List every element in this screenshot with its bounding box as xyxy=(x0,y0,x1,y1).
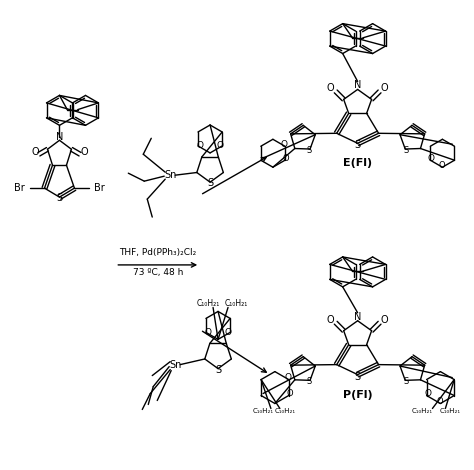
Text: O: O xyxy=(281,140,288,149)
Text: S: S xyxy=(207,178,213,188)
Text: O: O xyxy=(197,141,203,150)
Text: N: N xyxy=(354,312,361,322)
Text: O: O xyxy=(204,328,211,337)
Text: S: S xyxy=(56,193,63,203)
Text: N: N xyxy=(354,80,361,90)
Text: O: O xyxy=(424,389,431,398)
Text: 73 ºC, 48 h: 73 ºC, 48 h xyxy=(133,268,183,277)
Text: O: O xyxy=(286,389,293,398)
Text: O: O xyxy=(381,84,388,94)
Text: THF, Pd(PPh₃)₂Cl₂: THF, Pd(PPh₃)₂Cl₂ xyxy=(119,249,196,258)
Text: O: O xyxy=(284,373,291,382)
Text: C₁₀H₂₁: C₁₀H₂₁ xyxy=(196,299,220,308)
Text: O: O xyxy=(436,397,443,406)
Text: N: N xyxy=(56,132,63,142)
Text: O: O xyxy=(381,315,388,325)
Text: O: O xyxy=(217,141,224,150)
Text: O: O xyxy=(80,147,88,157)
Text: O: O xyxy=(327,315,335,325)
Text: C₁₀H₂₁: C₁₀H₂₁ xyxy=(252,408,273,415)
Text: Br: Br xyxy=(94,183,105,193)
Text: O: O xyxy=(283,154,289,163)
Text: O: O xyxy=(225,328,232,337)
Text: C₁₀H₂₁: C₁₀H₂₁ xyxy=(274,408,295,415)
Text: S: S xyxy=(403,146,409,155)
Text: P(Fl): P(Fl) xyxy=(343,390,373,400)
Text: S: S xyxy=(355,140,361,150)
Text: S: S xyxy=(306,377,312,386)
Text: E(Fl): E(Fl) xyxy=(343,158,372,168)
Text: O: O xyxy=(327,84,335,94)
Text: C₁₀H₂₁: C₁₀H₂₁ xyxy=(440,408,461,415)
Text: O: O xyxy=(31,147,39,157)
Text: C₁₀H₂₁: C₁₀H₂₁ xyxy=(224,299,247,308)
Text: S: S xyxy=(355,372,361,382)
Text: Sn: Sn xyxy=(169,360,182,369)
Text: O: O xyxy=(428,154,435,163)
Text: O: O xyxy=(438,161,445,170)
Text: S: S xyxy=(215,365,221,375)
Text: S: S xyxy=(306,146,312,155)
Text: Sn: Sn xyxy=(164,170,176,180)
Text: Br: Br xyxy=(14,183,25,193)
Text: C₁₀H₂₁: C₁₀H₂₁ xyxy=(412,408,433,415)
Text: S: S xyxy=(403,377,409,386)
